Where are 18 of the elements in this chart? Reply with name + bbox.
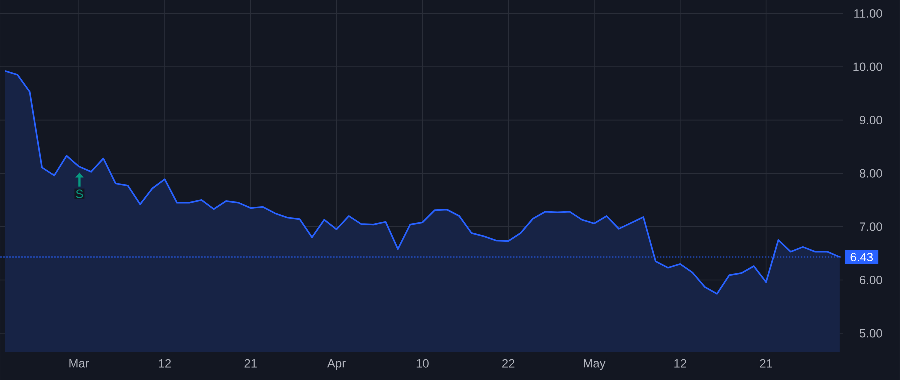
x-tick-label: May	[584, 359, 606, 370]
ref-line-label: 6.43	[850, 252, 874, 262]
y-tick-label: 5.00	[860, 329, 882, 338]
x-tick-label: 22	[502, 359, 515, 368]
y-tick-label: 9.00	[860, 116, 882, 124]
y-tick-label: 6.00	[860, 276, 882, 284]
x-tick-label: 21	[244, 359, 257, 368]
x-tick-label: 12	[674, 359, 686, 368]
x-tick-label: Mar	[70, 359, 90, 368]
x-tick-label: 10	[416, 359, 429, 368]
x-tick-label: 12	[159, 359, 172, 368]
y-tick-label: 8.00	[860, 169, 882, 178]
x-tick-label: Apr	[327, 359, 346, 370]
y-tick-label: 7.00	[860, 222, 882, 232]
y-tick-label: 11.00	[854, 9, 882, 18]
annotation: S	[76, 190, 84, 198]
y-tick-label: 10.00	[854, 62, 882, 72]
x-tick-label: 21	[760, 359, 772, 368]
